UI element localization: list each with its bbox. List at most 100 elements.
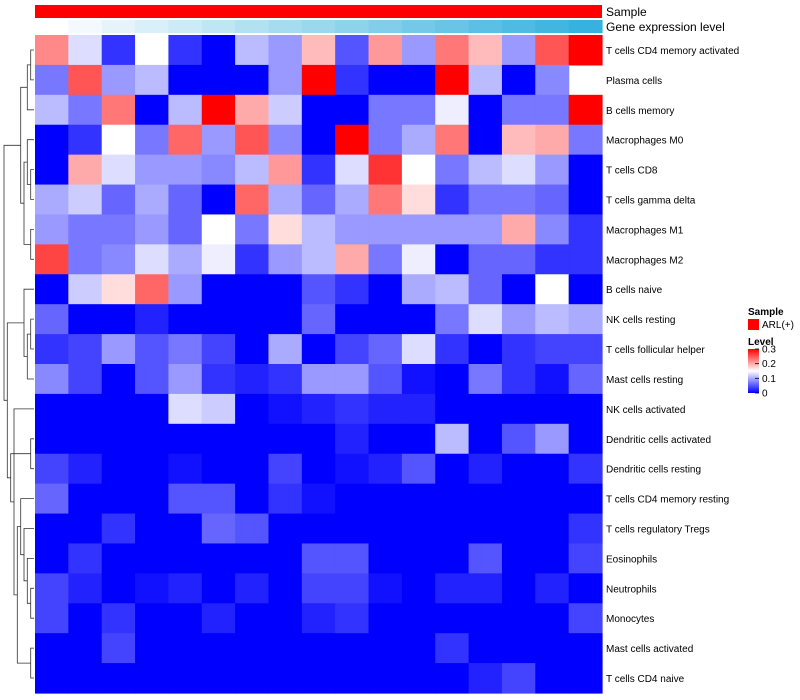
heatmap-cell	[568, 124, 603, 156]
heatmap-cell	[568, 633, 603, 664]
heatmap-cell	[468, 364, 503, 395]
heatmap-cell	[468, 214, 503, 245]
heatmap-cell	[135, 124, 170, 156]
heatmap-cell	[335, 304, 370, 335]
heatmap-cell	[201, 154, 236, 186]
heatmap-cell	[101, 94, 136, 126]
heatmap-cell	[68, 214, 103, 245]
heatmap-cell	[68, 663, 103, 694]
heatmap-cell	[568, 663, 603, 694]
heatmap-cell	[201, 573, 236, 604]
heatmap-cell	[301, 304, 336, 335]
heatmap-cell	[401, 124, 436, 156]
heatmap-cell	[235, 513, 270, 545]
heatmap-cell	[235, 274, 270, 305]
heatmap-cell	[68, 364, 103, 395]
heatmap-cell	[368, 633, 403, 664]
heatmap-cell	[501, 35, 536, 66]
heatmap-cell	[268, 603, 303, 634]
heatmap-cell	[435, 184, 470, 216]
heatmap-cell	[35, 423, 69, 455]
heatmap-cell	[435, 244, 470, 275]
heatmap-cell	[168, 94, 203, 126]
expression-annotation-cell	[568, 20, 603, 33]
heatmap-cell	[301, 543, 336, 574]
heatmap-cell	[168, 124, 203, 156]
dendrogram-branch	[30, 438, 34, 470]
heatmap-cell	[435, 334, 470, 365]
heatmap-cell	[68, 184, 103, 216]
heatmap-cell	[568, 393, 603, 425]
heatmap-cell	[35, 184, 69, 216]
row-label: Monocytes	[606, 614, 654, 625]
dendrogram-branch	[30, 169, 34, 200]
heatmap-cell	[468, 573, 503, 604]
heatmap-cell	[535, 453, 570, 485]
heatmap-cell	[535, 603, 570, 634]
heatmap-cell	[168, 244, 203, 275]
heatmap-cell	[268, 543, 303, 574]
heatmap-cell	[268, 573, 303, 604]
heatmap-cell	[301, 35, 336, 66]
heatmap-cell	[268, 64, 303, 96]
heatmap-cell	[568, 184, 603, 216]
dendrogram-branch	[23, 288, 34, 357]
heatmap-cell	[335, 124, 370, 156]
heatmap-cell	[35, 663, 69, 694]
dendrogram-branch	[30, 587, 34, 619]
heatmap-cell	[568, 94, 603, 126]
heatmap-cell	[101, 184, 136, 216]
heatmap-cell	[568, 154, 603, 186]
heatmap-cell	[235, 663, 270, 694]
heatmap-cell	[201, 453, 236, 485]
heatmap-cell	[301, 573, 336, 604]
heatmap-cell	[35, 35, 69, 66]
heatmap-cell	[201, 244, 236, 275]
expression-annotation-cell	[201, 20, 236, 33]
row-label: Dendritic cells resting	[606, 465, 701, 476]
heatmap-cell	[401, 35, 436, 66]
heatmap-cell	[68, 274, 103, 305]
heatmap-cell	[335, 154, 370, 186]
heatmap-cell	[201, 483, 236, 515]
legend-level-ticks: 0.3 0.2 0.1 0	[755, 345, 776, 400]
heatmap-cell	[101, 154, 136, 186]
heatmap-cell	[435, 35, 470, 66]
heatmap-cell	[201, 274, 236, 305]
heatmap-cell	[535, 543, 570, 574]
heatmap-cell	[235, 304, 270, 335]
heatmap-cell	[435, 453, 470, 485]
heatmap-cell	[335, 513, 370, 545]
heatmap-cell	[568, 304, 603, 335]
heatmap-cell	[501, 364, 536, 395]
heatmap-cell	[301, 453, 336, 485]
heatmap-cell	[201, 35, 236, 66]
heatmap-cell	[68, 35, 103, 66]
expression-annotation-cell	[268, 20, 303, 33]
heatmap-cell	[401, 304, 436, 335]
heatmap-cell	[501, 124, 536, 156]
heatmap-cell	[501, 393, 536, 425]
heatmap-cell	[568, 214, 603, 245]
heatmap-cell	[101, 513, 136, 545]
heatmap-cell	[468, 35, 503, 66]
heatmap-cell	[201, 543, 236, 574]
heatmap-cell	[201, 64, 236, 96]
heatmap-cell	[68, 94, 103, 126]
heatmap-cell	[335, 184, 370, 216]
heatmap-cell	[468, 304, 503, 335]
gene-expression-annotation-label: Gene expression level	[606, 20, 725, 34]
row-label: T cells follicular helper	[606, 345, 705, 356]
heatmap-cell	[301, 603, 336, 634]
heatmap-cell	[368, 543, 403, 574]
heatmap-cell	[68, 124, 103, 156]
heatmap-cell	[301, 214, 336, 245]
heatmap-cell	[435, 603, 470, 634]
heatmap-cell	[435, 154, 470, 186]
expression-annotation-cell	[401, 20, 436, 33]
expression-annotation-cell	[168, 20, 203, 33]
heatmap-cell	[468, 274, 503, 305]
heatmap-cell	[268, 633, 303, 664]
heatmap-cell	[368, 214, 403, 245]
heatmap-cell	[168, 154, 203, 186]
